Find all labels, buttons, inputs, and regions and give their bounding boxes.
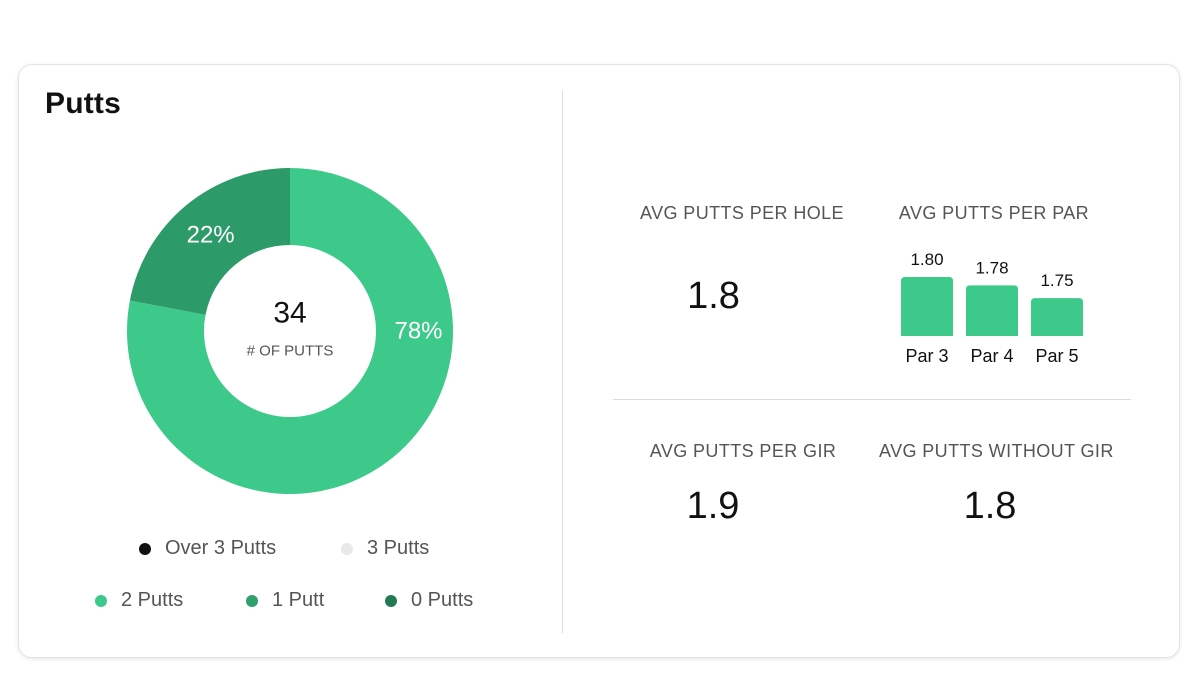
legend-label: Over 3 Putts bbox=[165, 537, 277, 559]
avg-putts-per-gir-value: 1.9 bbox=[686, 485, 740, 527]
legend-item-1-putt[interactable]: 1 Putt bbox=[246, 589, 324, 612]
avg-putts-per-par-label: AVG PUTTS PER PAR bbox=[898, 203, 1090, 223]
avg-putts-per-hole-label: AVG PUTTS PER HOLE bbox=[640, 203, 844, 223]
legend-label: 0 Putts bbox=[411, 589, 474, 611]
par-bar-par-4[interactable] bbox=[966, 285, 1018, 336]
legend-dot-icon bbox=[385, 594, 397, 607]
par-bar-category-label: Par 3 bbox=[905, 346, 948, 366]
legend-dot-icon bbox=[139, 542, 151, 555]
avg-putts-without-gir-value: 1.8 bbox=[963, 485, 1017, 527]
donut-slice-1-putt[interactable] bbox=[129, 168, 290, 315]
donut-center-value: 34 bbox=[273, 297, 306, 330]
legend-label: 2 Putts bbox=[121, 589, 184, 611]
donut-slice-label: 22% bbox=[187, 222, 235, 249]
par-bar-par-3[interactable] bbox=[901, 277, 953, 336]
legend-dot-icon bbox=[95, 594, 107, 607]
par-bar-value-label: 1.78 bbox=[975, 258, 1008, 277]
card-title: Putts bbox=[45, 87, 121, 120]
par-bar-par-5[interactable] bbox=[1031, 298, 1083, 336]
legend-dot-icon bbox=[246, 594, 258, 607]
avg-putts-per-gir-label: AVG PUTTS PER GIR bbox=[649, 441, 837, 461]
par-bar-value-label: 1.75 bbox=[1040, 271, 1073, 290]
donut-slice-2-putts[interactable] bbox=[127, 168, 453, 494]
avg-putts-per-par-chart: 1.80 Par 3 1.78 Par 4 1.75 Par 5 bbox=[901, 250, 1083, 366]
legend-item-0-putts[interactable]: 0 Putts bbox=[385, 589, 473, 612]
par-bar-value-label: 1.80 bbox=[910, 250, 943, 269]
legend-label: 1 Putt bbox=[272, 589, 325, 611]
legend-item-3-putts[interactable]: 3 Putts bbox=[341, 537, 429, 560]
par-bar-category-label: Par 4 bbox=[970, 346, 1013, 366]
putts-donut-chart: 78% 22% 34 # OF PUTTS bbox=[127, 168, 453, 494]
avg-putts-per-hole-value: 1.8 bbox=[687, 275, 740, 317]
legend-label: 3 Putts bbox=[367, 537, 430, 559]
donut-center-label: # OF PUTTS bbox=[247, 343, 334, 360]
legend-dot-icon bbox=[341, 542, 353, 555]
putts-card: Putts 78% 22% 34 # OF PUTTS Over 3 Putts 3 … bbox=[18, 64, 1180, 658]
avg-putts-without-gir-label: AVG PUTTS WITHOUT GIR bbox=[879, 441, 1114, 461]
horizontal-divider bbox=[613, 399, 1131, 400]
legend-item-over-3-putts[interactable]: Over 3 Putts bbox=[139, 537, 276, 560]
par-bar-category-label: Par 5 bbox=[1035, 346, 1078, 366]
legend-item-2-putts[interactable]: 2 Putts bbox=[95, 589, 183, 612]
vertical-divider bbox=[562, 91, 563, 633]
donut-slice-label: 78% bbox=[394, 318, 442, 345]
